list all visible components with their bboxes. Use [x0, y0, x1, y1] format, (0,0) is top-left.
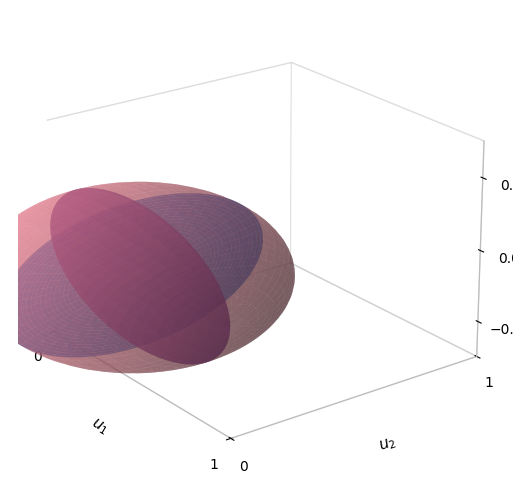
X-axis label: $u_1$: $u_1$: [88, 416, 111, 438]
Y-axis label: $u_2$: $u_2$: [377, 435, 399, 455]
